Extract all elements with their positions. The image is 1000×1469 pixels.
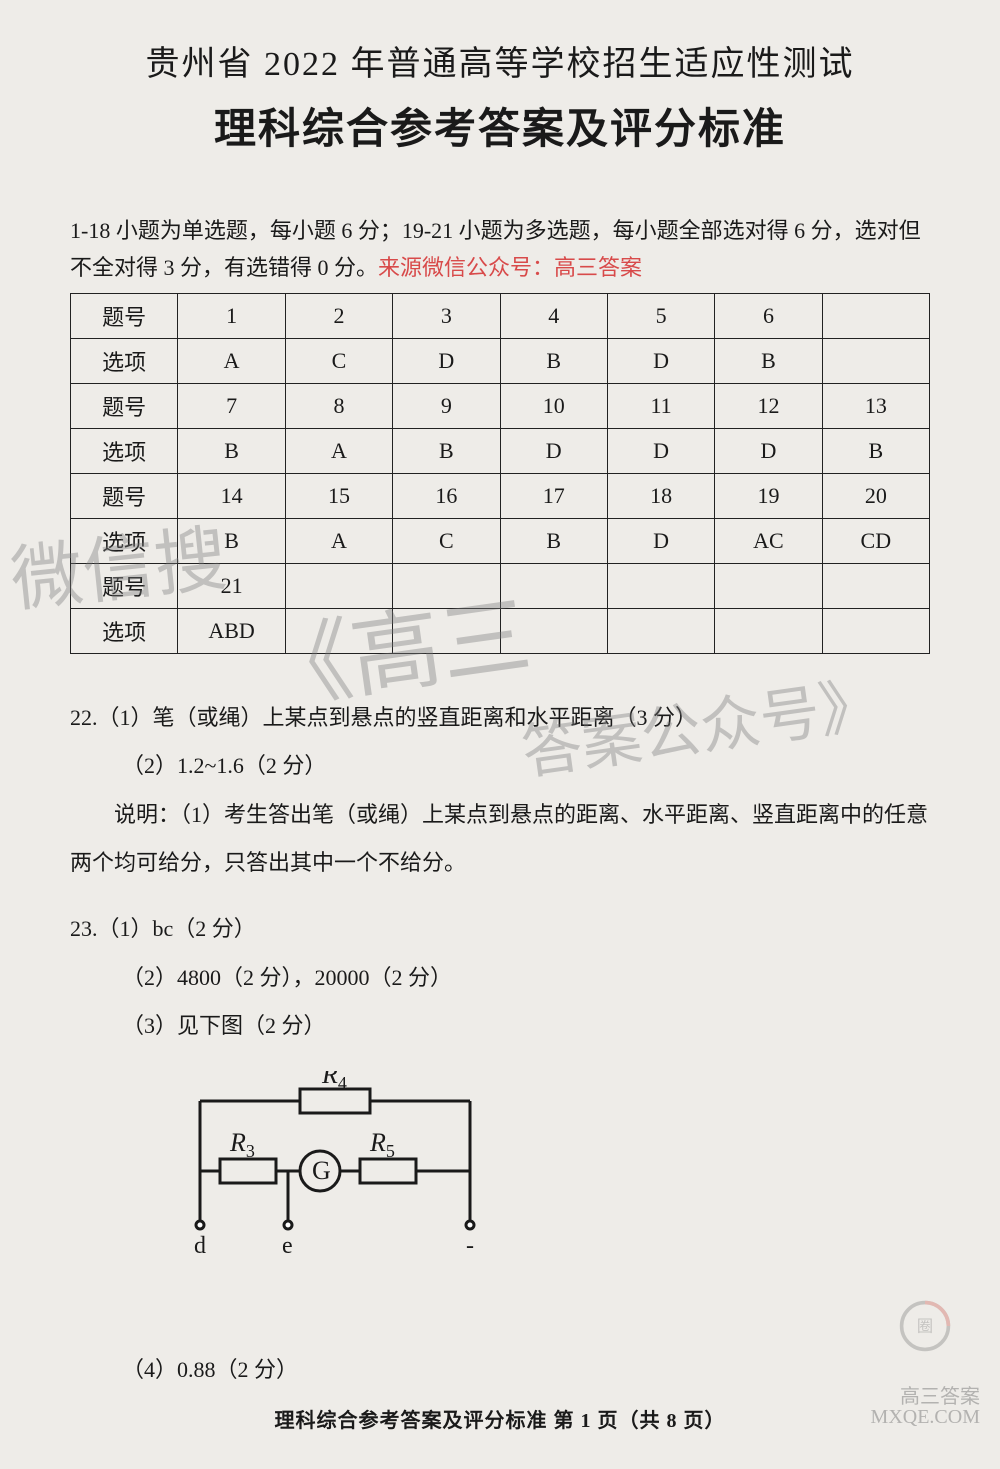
table-cell-answer: A	[285, 428, 392, 473]
label-R4: R	[321, 1071, 338, 1089]
table-cell-question: 16	[393, 473, 500, 518]
q23-part4: （4）0.88（2 分）	[70, 1346, 930, 1394]
table-cell-answer: D	[607, 518, 714, 563]
table-cell-answer: ABD	[178, 608, 285, 653]
table-cell-question: 17	[500, 473, 607, 518]
q23-number: 23.	[70, 916, 98, 941]
q22-part2: （2）1.2~1.6（2 分）	[70, 742, 930, 790]
table-cell-question: 13	[822, 383, 929, 428]
circuit-diagram: R4 R3 G R5 d	[170, 1071, 930, 1298]
table-cell-answer: B	[393, 428, 500, 473]
answer-table: 题号123456选项ACDBDB题号78910111213选项BABDDDB题号…	[70, 293, 930, 654]
table-cell-answer	[607, 608, 714, 653]
table-cell-question	[393, 563, 500, 608]
table-cell-question	[285, 563, 392, 608]
table-row-label: 题号	[71, 563, 178, 608]
table-cell-question: 19	[715, 473, 822, 518]
intro-paragraph: 1-18 小题为单选题，每小题 6 分；19-21 小题为多选题，每小题全部选对…	[70, 212, 930, 287]
table-cell-answer: A	[178, 338, 285, 383]
table-cell-answer	[822, 338, 929, 383]
svg-text:R3: R3	[229, 1128, 255, 1161]
label-R5-sub: 5	[386, 1141, 395, 1161]
table-cell-answer: C	[285, 338, 392, 383]
table-cell-question	[822, 563, 929, 608]
table-cell-answer	[393, 608, 500, 653]
table-cell-question: 8	[285, 383, 392, 428]
terminal-d: d	[194, 1233, 206, 1259]
table-cell-answer: D	[607, 428, 714, 473]
table-cell-question	[500, 563, 607, 608]
table-cell-question: 20	[822, 473, 929, 518]
table-cell-question: 18	[607, 473, 714, 518]
page: 微信搜 《高三 答案公众号》 贵州省 2022 年普通高等学校招生适应性测试 理…	[0, 0, 1000, 1469]
table-cell-answer: D	[393, 338, 500, 383]
table-cell-question: 5	[607, 293, 714, 338]
table-cell-answer: B	[178, 428, 285, 473]
q23-part3: （3）见下图（2 分）	[70, 1002, 930, 1050]
table-cell-question: 21	[178, 563, 285, 608]
label-R5: R	[369, 1128, 386, 1157]
label-R3: R	[229, 1128, 246, 1157]
table-cell-answer	[500, 608, 607, 653]
page-title-line1: 贵州省 2022 年普通高等学校招生适应性测试	[70, 36, 930, 85]
table-cell-question	[715, 563, 822, 608]
question-23: 23.（1）bc（2 分） （2）4800（2 分），20000（2 分） （3…	[70, 905, 930, 1394]
label-R3-sub: 3	[246, 1141, 255, 1161]
terminal-e: e	[282, 1233, 293, 1259]
svg-text:圈: 圈	[917, 1317, 933, 1335]
table-cell-answer: B	[500, 518, 607, 563]
table-cell-question: 4	[500, 293, 607, 338]
q23-part1: （1）bc（2 分）	[98, 916, 256, 941]
corner-watermark-icon: 圈	[880, 1299, 970, 1389]
table-cell-answer: CD	[822, 518, 929, 563]
table-cell-question: 3	[393, 293, 500, 338]
q23-part2: （2）4800（2 分），20000（2 分）	[70, 954, 930, 1002]
table-cell-question: 12	[715, 383, 822, 428]
table-cell-answer: D	[607, 338, 714, 383]
q22-note: 说明：（1）考生答出笔（或绳）上某点到悬点的距离、水平距离、竖直距离中的任意两个…	[70, 791, 930, 888]
table-cell-question: 14	[178, 473, 285, 518]
table-cell-question: 7	[178, 383, 285, 428]
table-cell-question: 6	[715, 293, 822, 338]
table-row-label: 选项	[71, 338, 178, 383]
q22-number: 22.	[70, 705, 98, 730]
label-G: G	[312, 1156, 331, 1185]
circuit-svg: R4 R3 G R5 d	[170, 1071, 510, 1281]
intro-source: 来源微信公众号：高三答案	[378, 255, 642, 280]
label-R4-sub: 4	[338, 1073, 347, 1093]
table-cell-answer: D	[715, 428, 822, 473]
q22-part1: （1）笔（或绳）上某点到悬点的竖直距离和水平距离（3 分）	[98, 705, 698, 730]
table-row-label: 题号	[71, 293, 178, 338]
table-cell-question: 1	[178, 293, 285, 338]
table-row-label: 题号	[71, 383, 178, 428]
table-cell-answer: B	[822, 428, 929, 473]
table-cell-answer	[822, 608, 929, 653]
table-cell-answer	[285, 608, 392, 653]
svg-text:R5: R5	[369, 1128, 395, 1161]
table-cell-answer: D	[500, 428, 607, 473]
page-footer: 理科综合参考答案及评分标准 第 1 页（共 8 页）	[0, 1404, 1000, 1433]
table-cell-answer: B	[178, 518, 285, 563]
terminal-minus: -	[466, 1233, 474, 1259]
table-cell-question: 10	[500, 383, 607, 428]
table-cell-question: 2	[285, 293, 392, 338]
table-cell-question	[822, 293, 929, 338]
question-22: 22.（1）笔（或绳）上某点到悬点的竖直距离和水平距离（3 分） （2）1.2~…	[70, 694, 930, 888]
table-cell-answer: C	[393, 518, 500, 563]
table-row-label: 题号	[71, 473, 178, 518]
table-cell-question: 9	[393, 383, 500, 428]
table-row-label: 选项	[71, 428, 178, 473]
table-cell-answer	[715, 608, 822, 653]
table-cell-answer: A	[285, 518, 392, 563]
table-cell-question: 15	[285, 473, 392, 518]
table-cell-answer: B	[500, 338, 607, 383]
table-cell-answer: AC	[715, 518, 822, 563]
table-cell-question: 11	[607, 383, 714, 428]
table-cell-answer: B	[715, 338, 822, 383]
page-title-line2: 理科综合参考答案及评分标准	[70, 95, 930, 156]
table-cell-question	[607, 563, 714, 608]
table-row-label: 选项	[71, 518, 178, 563]
table-row-label: 选项	[71, 608, 178, 653]
